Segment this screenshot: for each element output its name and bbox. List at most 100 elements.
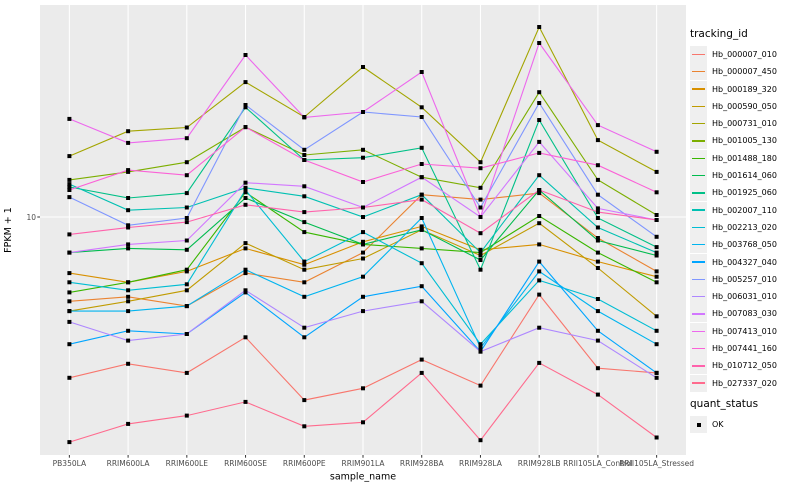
data-point-marker xyxy=(595,392,600,397)
legend-color-line xyxy=(692,53,705,56)
data-point-marker xyxy=(126,223,131,228)
data-point-marker xyxy=(419,175,424,180)
data-point-marker xyxy=(537,360,542,365)
data-point-marker xyxy=(537,325,542,330)
quant-status-item: OK xyxy=(690,416,800,433)
data-point-marker xyxy=(243,125,248,130)
data-point-marker xyxy=(243,267,248,272)
data-point-marker xyxy=(184,238,189,243)
legend-item: Hb_001488_180 xyxy=(690,149,800,167)
legend-color-line xyxy=(692,347,705,350)
data-point-marker xyxy=(537,278,542,283)
data-point-marker xyxy=(595,210,600,215)
legend-key xyxy=(690,270,707,288)
legend-key xyxy=(690,218,707,236)
data-point-marker xyxy=(595,338,600,343)
legend-title-tracking-id: tracking_id xyxy=(690,28,748,40)
data-point-marker xyxy=(184,191,189,196)
data-point-marker xyxy=(537,259,542,264)
x-tick-label: RRIM600PE xyxy=(283,459,326,468)
data-point-marker xyxy=(67,195,72,200)
data-point-marker xyxy=(243,53,248,57)
legend-item-label: Hb_001925_060 xyxy=(712,188,777,198)
data-point-marker xyxy=(595,297,600,301)
data-point-marker xyxy=(243,271,248,276)
data-point-marker xyxy=(67,116,72,121)
data-point-marker xyxy=(243,202,248,207)
data-point-marker xyxy=(419,357,424,362)
data-point-marker xyxy=(184,247,189,252)
data-point-marker xyxy=(184,125,189,130)
data-point-marker xyxy=(126,280,131,285)
ok-square-marker-icon xyxy=(696,422,701,427)
data-point-marker xyxy=(67,250,72,255)
data-point-marker xyxy=(478,250,483,255)
legend-item-label: Hb_000189_320 xyxy=(712,84,777,94)
legend-key xyxy=(690,305,707,323)
data-point-marker xyxy=(67,299,72,304)
legend-item-label: Hb_001488_180 xyxy=(712,153,777,163)
data-point-marker xyxy=(243,103,248,107)
data-point-marker xyxy=(302,210,307,215)
data-point-marker xyxy=(126,129,131,134)
legend-key xyxy=(690,374,707,392)
legend-item-label: Hb_006031_010 xyxy=(712,292,777,302)
data-point-marker xyxy=(478,438,483,443)
legend-item-label: Hb_002007_110 xyxy=(712,205,777,215)
data-point-marker xyxy=(361,386,365,391)
data-point-marker xyxy=(654,342,659,347)
data-point-marker xyxy=(419,284,424,289)
legend-item-label: Hb_001005_130 xyxy=(712,136,777,146)
legend-tracking-id: tracking_id Hb_000007_010 Hb_000007_450 Hb… xyxy=(690,28,800,392)
data-point-marker xyxy=(126,225,131,230)
data-point-marker xyxy=(126,196,131,200)
data-point-marker xyxy=(654,328,659,333)
legend-key xyxy=(690,63,707,81)
x-tick-label: RRIM600LE xyxy=(166,459,209,468)
data-point-marker xyxy=(595,250,600,255)
data-point-marker xyxy=(67,232,72,237)
legend-key xyxy=(690,253,707,271)
data-point-marker xyxy=(419,261,424,266)
data-point-marker xyxy=(478,231,483,236)
data-point-marker xyxy=(302,294,307,299)
data-point-marker xyxy=(478,215,483,219)
data-point-marker xyxy=(654,274,659,279)
legend-items-list: Hb_000007_010 Hb_000007_450 Hb_000189_320 H… xyxy=(690,46,800,392)
data-point-marker xyxy=(419,105,424,110)
data-point-marker xyxy=(361,242,365,247)
data-point-marker xyxy=(595,138,600,143)
data-point-marker xyxy=(537,41,542,45)
data-point-marker xyxy=(537,269,542,274)
data-point-marker xyxy=(67,319,72,324)
legend-key xyxy=(690,201,707,219)
data-point-marker xyxy=(361,205,365,210)
data-point-marker xyxy=(478,258,483,262)
data-point-marker xyxy=(537,214,542,218)
data-point-marker xyxy=(184,370,189,375)
data-point-marker xyxy=(595,225,600,230)
data-point-marker xyxy=(302,220,307,225)
data-point-marker xyxy=(302,115,307,120)
data-point-marker xyxy=(419,192,424,197)
data-point-marker xyxy=(654,435,659,440)
data-point-marker xyxy=(67,290,72,295)
data-point-marker xyxy=(361,110,365,114)
data-point-marker xyxy=(243,80,248,85)
x-tick-label: RRIM600LA xyxy=(107,459,151,468)
data-point-marker xyxy=(537,221,542,226)
data-point-marker xyxy=(361,420,365,425)
legend-item-label: Hb_003768_050 xyxy=(712,240,777,250)
data-point-marker xyxy=(67,440,72,445)
data-point-marker xyxy=(243,185,248,190)
data-point-marker xyxy=(243,241,248,246)
legend-color-line xyxy=(692,244,705,246)
legend-item-label: Hb_010712_050 xyxy=(712,361,777,371)
data-point-marker xyxy=(537,188,542,192)
legend-item-label: Hb_000731_010 xyxy=(712,119,777,129)
data-point-marker xyxy=(243,190,248,195)
data-point-marker xyxy=(419,70,424,74)
data-point-marker xyxy=(302,325,307,330)
x-tick-label: PB350LA xyxy=(53,459,87,468)
data-point-marker xyxy=(419,224,424,229)
